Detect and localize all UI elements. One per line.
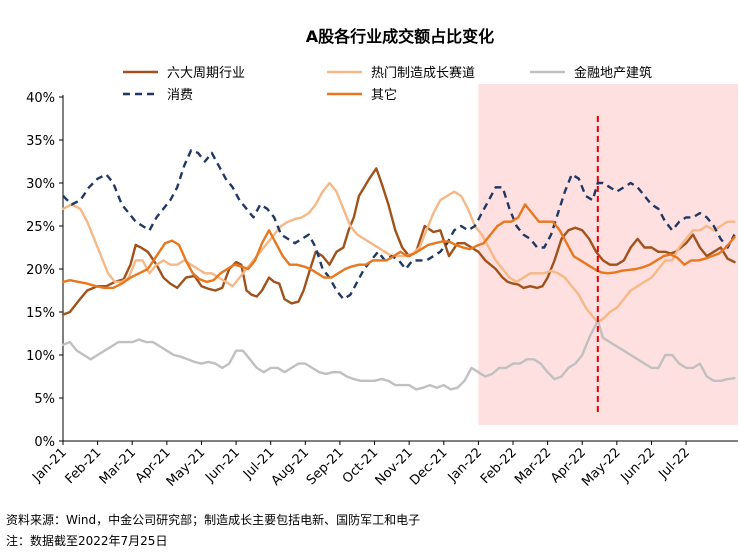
x-tick-label: Nov-21	[373, 445, 416, 488]
date-note: 注：数据截至2022年7月25日	[6, 534, 168, 548]
x-tick-label: Jan-22	[445, 445, 486, 486]
y-tick-label: 15%	[26, 306, 55, 321]
x-tick-label: Feb-22	[478, 445, 520, 487]
x-tick-label: Jun-22	[618, 445, 659, 486]
x-tick-label: Jul-22	[655, 445, 692, 482]
legend-label-2: 热门制造成长赛道	[371, 65, 475, 81]
x-tick-label: Mar-22	[512, 445, 554, 487]
series-line-5	[61, 203, 736, 290]
x-tick-label: Dec-21	[407, 445, 450, 488]
y-tick-label: 0%	[34, 435, 55, 450]
chart-title: A股各行业成交额占比变化	[306, 27, 494, 46]
x-tick-label: May-21	[164, 445, 208, 489]
y-tick-label: 30%	[26, 177, 55, 192]
legend-label-4: 消费	[167, 88, 193, 103]
x-tick-label: Feb-21	[63, 445, 105, 487]
source-note: 资料来源：Wind，中金公司研究部；制造成长主要包括电新、国防军工和电子	[6, 513, 421, 527]
x-tick-label: May-22	[579, 445, 623, 489]
y-tick-label: 10%	[26, 349, 55, 364]
series-line-4	[62, 149, 736, 301]
x-tick-label: Jan-21	[29, 445, 70, 486]
series-layer	[61, 149, 736, 391]
y-tick-label: 5%	[34, 392, 55, 407]
legend-label-3: 金融地产建筑	[574, 65, 652, 81]
x-tick-label: Aug-21	[269, 445, 313, 489]
series-line-2	[61, 181, 736, 324]
x-tick-label: Mar-21	[97, 445, 139, 487]
series-line-1	[61, 167, 736, 316]
x-tick-label: Sep-21	[304, 445, 347, 488]
highlight-region	[478, 84, 738, 425]
legend-label-1: 六大周期行业	[167, 66, 245, 81]
y-tick-label: 40%	[26, 91, 55, 106]
x-tick-label: Jun-21	[202, 445, 243, 486]
y-tick-label: 35%	[26, 134, 55, 149]
y-tick-label: 20%	[26, 263, 55, 278]
legend-label-5: 其它	[371, 87, 397, 103]
y-tick-label: 25%	[26, 220, 55, 235]
series-line-3	[61, 319, 736, 391]
